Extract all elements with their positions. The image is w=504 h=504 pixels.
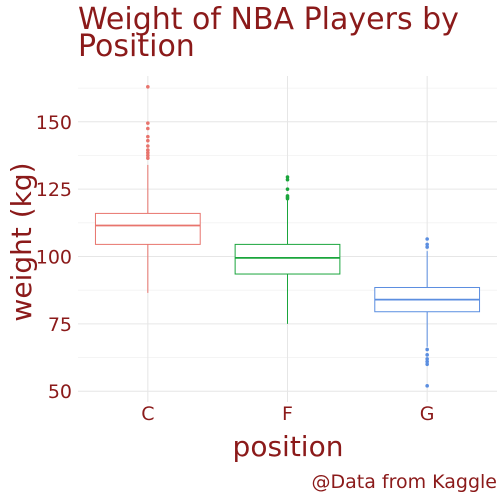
outlier-point <box>425 359 429 364</box>
outlier-point <box>146 153 150 158</box>
outlier-point <box>146 84 150 89</box>
y-tick-label: 50 <box>48 381 72 403</box>
outlier-point <box>425 353 429 357</box>
outlier-point <box>425 245 429 249</box>
outlier-point <box>285 196 290 201</box>
box-C <box>94 84 201 293</box>
x-tick-label: C <box>141 403 154 425</box>
y-axis-label: weight (kg) <box>5 162 38 321</box>
outlier-point <box>285 175 290 179</box>
chart-title-line-2: Position <box>78 29 195 64</box>
box-G <box>374 237 481 388</box>
box-F <box>234 175 341 324</box>
x-axis-label: position <box>233 430 344 463</box>
box-rect <box>234 243 341 275</box>
outlier-point <box>425 362 429 367</box>
outlier-point <box>146 126 150 131</box>
outlier-point <box>285 177 290 182</box>
outlier-point <box>425 237 429 241</box>
y-tick-label: 75 <box>48 314 72 336</box>
x-tick-label: F <box>282 403 293 425</box>
outlier-point <box>425 357 429 361</box>
outlier-point <box>146 148 150 152</box>
y-tick-label: 150 <box>36 112 72 134</box>
chart-title-line-1: Weight of NBA Players by <box>78 2 459 37</box>
y-tick-label: 125 <box>36 179 72 201</box>
outlier-point <box>146 144 150 148</box>
x-tick-label: G <box>420 403 435 425</box>
box-rect <box>94 212 201 245</box>
outlier-point <box>146 150 150 155</box>
outlier-point <box>146 156 150 160</box>
y-tick-label: 100 <box>36 247 72 269</box>
boxes-layer <box>94 84 481 388</box>
outlier-point <box>146 138 150 143</box>
outlier-point <box>425 347 429 352</box>
y-axis-ticks: 50 75 100 125 150 <box>36 112 72 403</box>
outlier-point <box>285 187 290 191</box>
outlier-point <box>425 242 429 247</box>
outlier-point <box>146 121 150 125</box>
outlier-point <box>146 134 150 139</box>
chart-caption: @Data from Kaggle <box>311 471 497 493</box>
outlier-point <box>425 384 429 388</box>
